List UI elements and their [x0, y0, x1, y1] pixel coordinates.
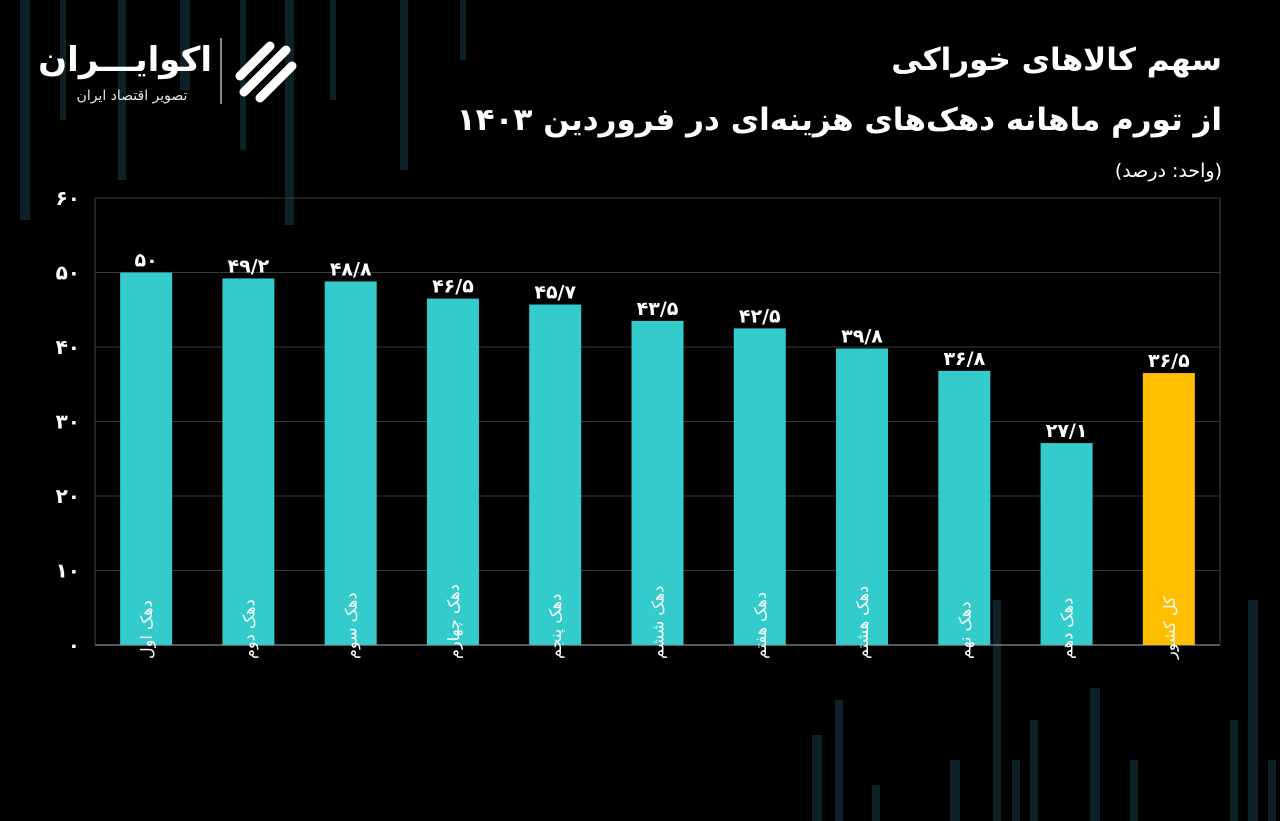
ecoiran-logo-icon [235, 41, 297, 103]
decorative-bar [460, 0, 466, 60]
decorative-bar [180, 0, 190, 90]
decorative-bar [285, 0, 294, 225]
x-tick-label: دهک هشتم [853, 586, 872, 659]
decorative-bar [1090, 688, 1100, 821]
bar [1142, 373, 1195, 645]
brand-name: اکوایـــران [38, 40, 212, 80]
data-label: ۵۰ [135, 250, 158, 272]
bar [222, 278, 275, 645]
data-label: ۴۳/۵ [637, 298, 679, 320]
decorative-bar [20, 0, 30, 220]
brand-divider [220, 38, 222, 104]
y-tick-label: ۲۰ [56, 484, 80, 508]
bar [120, 272, 173, 645]
decorative-bar [60, 0, 66, 120]
x-tick-label: دهک هفتم [751, 592, 770, 659]
x-tick-label: دهک دوم [239, 599, 259, 659]
decorative-bar [993, 600, 1001, 821]
bar [426, 298, 479, 645]
bar [324, 281, 377, 645]
decorative-bar [950, 760, 960, 821]
data-label: ۴۲/۵ [739, 305, 781, 327]
x-tick-label: دهک اول [137, 600, 157, 659]
chart-title-block: سهم کالاهای خوراکی از تورم ماهانه دهک‌ها… [457, 38, 1222, 184]
bar [836, 348, 889, 645]
decorative-bar [812, 735, 822, 821]
y-tick-label: ۴۰ [56, 335, 80, 359]
data-label: ۳۶/۵ [1148, 350, 1190, 372]
x-tick-label: دهک پنجم [546, 594, 566, 659]
decorative-bar [118, 0, 126, 180]
data-label: ۲۷/۱ [1046, 420, 1088, 442]
decorative-bar [330, 0, 336, 100]
unit-label: (واحد: درصد) [1114, 160, 1222, 182]
bar [631, 320, 684, 645]
decorative-bar [1268, 760, 1276, 821]
bar [1040, 443, 1093, 645]
data-label: ۳۶/۸ [943, 348, 985, 370]
y-tick-label: ۵۰ [56, 261, 80, 285]
chart-title-line1: سهم کالاهای خوراکی [891, 42, 1222, 78]
x-tick-label: دهک ششم [649, 586, 668, 659]
decorative-bar [400, 0, 408, 170]
bar [733, 328, 786, 645]
data-label: ۴۹/۲ [228, 255, 270, 277]
data-label: ۴۸/۸ [330, 258, 372, 280]
y-tick-label: ۳۰ [56, 410, 80, 434]
brand-tagline: تصویر اقتصاد ایران [76, 88, 188, 104]
data-label: ۴۶/۵ [432, 276, 474, 298]
bar [938, 370, 991, 645]
x-tick-label: دهک چهارم [444, 584, 464, 659]
brand-logo-block: اکوایـــران تصویر اقتصاد ایران [38, 34, 312, 108]
y-tick-label: ۱۰ [56, 559, 80, 583]
bar [529, 304, 582, 645]
y-tick-label: ۰ [68, 633, 80, 657]
y-tick-label: ۶۰ [56, 186, 80, 210]
chart-title-line2: از تورم ماهانه دهک‌های هزینه‌ای در فرورد… [456, 102, 1222, 138]
x-tick-label: دهک دهم [1058, 598, 1077, 659]
x-tick-label: کل کشور [1160, 596, 1180, 660]
decorative-bar [872, 785, 880, 821]
decorative-bar [1230, 720, 1238, 821]
decorative-bar [1130, 760, 1138, 821]
data-label: ۴۵/۷ [534, 282, 576, 304]
x-tick-label: دهک نهم [955, 602, 975, 659]
data-label: ۳۹/۸ [841, 325, 883, 347]
decorative-bar [1248, 600, 1258, 821]
decorative-bar [1030, 720, 1038, 821]
decorative-bar [835, 700, 843, 821]
x-tick-label: دهک سوم [342, 592, 362, 659]
decorative-bar [1012, 760, 1020, 821]
